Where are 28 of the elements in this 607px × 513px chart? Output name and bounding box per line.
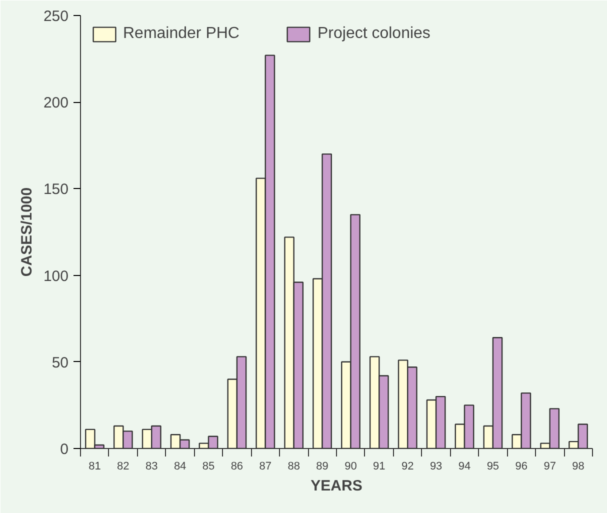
y-axis-title: CASES/1000 bbox=[18, 187, 36, 277]
x-tick-label: 96 bbox=[515, 460, 528, 472]
x-tick-label: 95 bbox=[486, 460, 500, 472]
x-tick-label: 82 bbox=[117, 460, 130, 472]
x-tick-label: 91 bbox=[373, 460, 386, 472]
y-tick-label: 0 bbox=[60, 441, 68, 458]
x-tick-label: 89 bbox=[316, 460, 328, 472]
x-tick-label: 94 bbox=[458, 460, 471, 472]
x-tick-label: 86 bbox=[230, 460, 244, 472]
x-tick-label: 90 bbox=[344, 460, 357, 472]
x-tick-label: 83 bbox=[145, 460, 158, 472]
y-tick-label: 150 bbox=[43, 181, 69, 198]
y-tick-label: 200 bbox=[43, 94, 69, 112]
x-tick-label: 97 bbox=[544, 460, 556, 472]
x-tick-label: 87 bbox=[259, 460, 272, 472]
y-tick-label: 50 bbox=[52, 354, 69, 372]
x-tick-label: 85 bbox=[202, 460, 215, 472]
legend-label: Remainder PHC bbox=[123, 25, 240, 43]
x-axis-title: YEARS bbox=[310, 478, 362, 494]
x-tick-label: 84 bbox=[174, 460, 186, 472]
x-tick-label: 98 bbox=[572, 460, 584, 472]
y-tick-label: 100 bbox=[43, 268, 69, 285]
x-tick-label: 93 bbox=[430, 460, 442, 472]
x-tick-label: 92 bbox=[401, 460, 414, 472]
legend-label: Project colonies bbox=[317, 25, 430, 43]
x-tick-label: 81 bbox=[88, 460, 101, 472]
y-tick-label: 250 bbox=[43, 8, 69, 25]
x-tick-label: 88 bbox=[288, 460, 300, 472]
